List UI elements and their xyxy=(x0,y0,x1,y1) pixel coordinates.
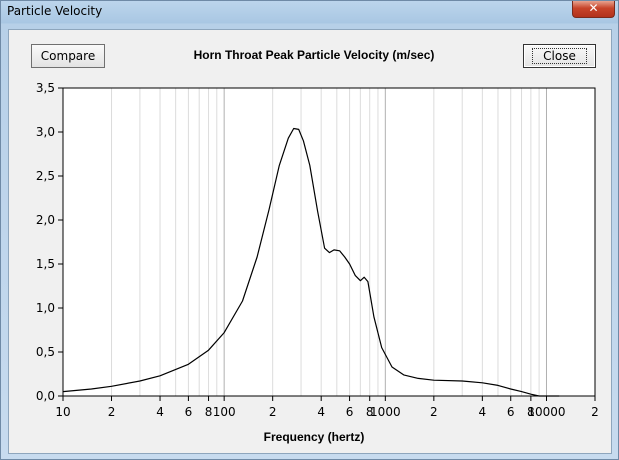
x-tick-label: 8 xyxy=(366,405,374,419)
velocity-series-line xyxy=(62,127,560,397)
x-tick-label: 2 xyxy=(591,405,599,419)
x-tick-label: 2 xyxy=(430,405,438,419)
x-tick-label: 2 xyxy=(108,405,116,419)
x-tick-label: 4 xyxy=(317,405,325,419)
velocity-chart: 0,00,51,01,52,02,53,03,510 2 4 6 8 100 2 4 6 8100… xyxy=(36,81,599,419)
y-tick-label: 1,5 xyxy=(36,257,55,271)
x-tick-label: 6 xyxy=(346,405,354,419)
y-tick-label: 1,0 xyxy=(36,301,55,315)
x-tick-label: 10 xyxy=(55,405,70,419)
window-close-icon[interactable]: ✕ xyxy=(572,1,615,18)
title-bar[interactable]: Particle Velocity ✕ xyxy=(1,1,618,23)
x-tick-label: 2 xyxy=(269,405,277,419)
plot-area xyxy=(63,88,595,396)
close-button-label: Close xyxy=(532,48,587,64)
chart-title: Horn Throat Peak Particle Velocity (m/se… xyxy=(193,48,435,62)
y-tick-label: 0,5 xyxy=(36,345,55,359)
y-tick-label: 3,0 xyxy=(36,125,55,139)
x-tick-label: 10000 xyxy=(527,405,565,419)
window-title: Particle Velocity xyxy=(7,4,103,18)
x-tick-label: 4 xyxy=(156,405,164,419)
compare-button[interactable]: Compare xyxy=(31,44,105,68)
x-axis-label: Frequency (hertz) xyxy=(263,430,365,444)
close-button[interactable]: Close xyxy=(523,44,596,68)
x-tick-label: 8 xyxy=(205,405,213,419)
x-tick-label: 6 xyxy=(507,405,515,419)
plot-frame xyxy=(62,87,596,397)
x-tick-label: 8 xyxy=(527,405,535,419)
x-tick-label: 6 xyxy=(185,405,193,419)
y-tick-label: 2,5 xyxy=(36,169,55,183)
x-tick-label: 100 xyxy=(213,405,236,419)
y-tick-label: 3,5 xyxy=(36,81,55,95)
x-tick-label: 1000 xyxy=(370,405,401,419)
dialog-client-area: Compare Horn Throat Peak Particle Veloci… xyxy=(8,29,612,454)
y-tick-label: 2,0 xyxy=(36,213,55,227)
y-tick-label: 0,0 xyxy=(36,389,55,403)
x-tick-label: 4 xyxy=(479,405,487,419)
